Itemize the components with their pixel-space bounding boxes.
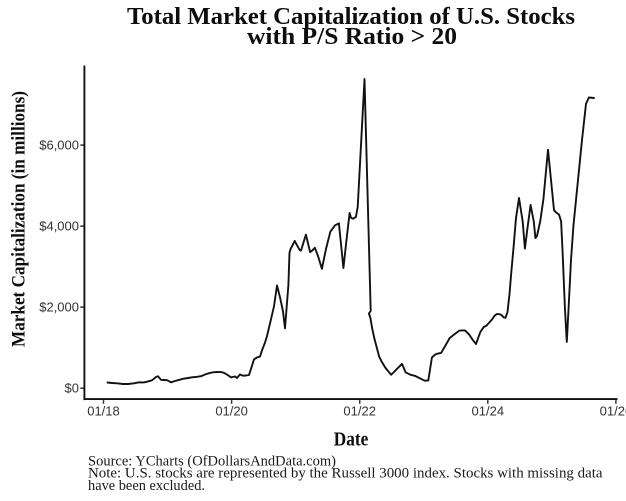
svg-text:have been excluded.: have been excluded. xyxy=(88,478,205,494)
svg-text:$2,000: $2,000 xyxy=(39,300,79,315)
svg-text:Source: YCharts (OfDollarsAndD: Source: YCharts (OfDollarsAndData.com) xyxy=(88,453,336,469)
svg-text:01/26: 01/26 xyxy=(600,403,626,418)
svg-text:01/24: 01/24 xyxy=(472,403,505,418)
svg-text:01/20: 01/20 xyxy=(215,403,248,418)
svg-text:$6,000: $6,000 xyxy=(39,138,79,153)
svg-text:with P/S Ratio > 20: with P/S Ratio > 20 xyxy=(247,24,457,50)
svg-text:$4,000: $4,000 xyxy=(39,219,79,234)
svg-text:$0: $0 xyxy=(65,381,79,396)
svg-text:01/18: 01/18 xyxy=(87,403,120,418)
svg-text:Note: U.S. stocks are represen: Note: U.S. stocks are represented by the… xyxy=(88,466,603,482)
svg-text:Date: Date xyxy=(334,428,369,450)
svg-text:Total Market Capitalization of: Total Market Capitalization of U.S. Stoc… xyxy=(127,4,575,30)
svg-text:Market Capitalization (in mill: Market Capitalization (in millions) xyxy=(9,91,30,347)
svg-text:01/22: 01/22 xyxy=(343,403,376,418)
